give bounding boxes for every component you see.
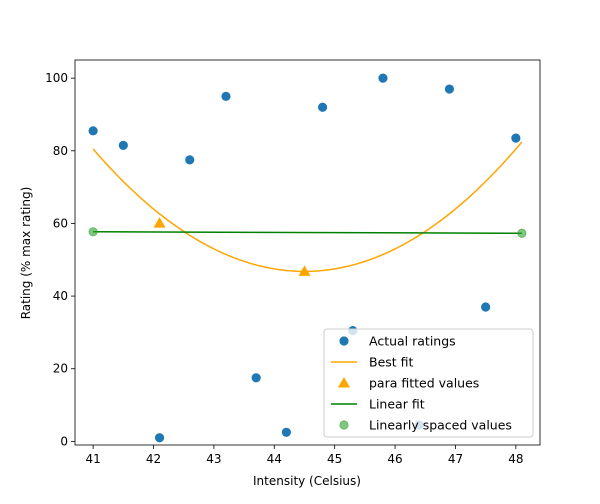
actual-ratings-point-1 bbox=[118, 140, 128, 150]
x-tick-label-46: 46 bbox=[387, 452, 402, 466]
linearly-spaced-values-point-0 bbox=[88, 227, 98, 237]
para-fitted-values-point-1 bbox=[298, 265, 311, 276]
actual-ratings-point-5 bbox=[251, 373, 261, 383]
x-tick-label-42: 42 bbox=[146, 452, 161, 466]
actual-ratings-point-7 bbox=[317, 102, 328, 112]
plot-area bbox=[88, 73, 527, 443]
actual-ratings-point-0 bbox=[88, 126, 98, 136]
actual-ratings-point-12 bbox=[481, 302, 491, 312]
actual-ratings-point-6 bbox=[281, 427, 291, 437]
x-tick-label-47: 47 bbox=[448, 452, 463, 466]
legend-handle-para-fitted-values bbox=[338, 377, 350, 388]
linear-fit-line bbox=[93, 231, 522, 234]
y-axis-label: Rating (% max rating) bbox=[19, 187, 33, 320]
axes: 41 42 43 44 45 46 47 48 0 20 40 60 80 100 bbox=[45, 59, 541, 466]
legend-handle-actual-ratings bbox=[339, 336, 349, 346]
legend-label-linear-fit: Linear fit bbox=[369, 397, 425, 412]
actual-ratings-point-2 bbox=[154, 433, 165, 443]
x-tick-label-41: 41 bbox=[85, 452, 100, 466]
y-tick-label-80: 80 bbox=[53, 144, 68, 158]
y-tick-label-20: 20 bbox=[53, 362, 68, 376]
legend: Actual ratings Best fit para fitted values… bbox=[323, 328, 534, 438]
axes-frame bbox=[74, 59, 541, 446]
actual-ratings-point-4 bbox=[221, 91, 231, 101]
y-tick-label-0: 0 bbox=[60, 434, 68, 448]
linearly-spaced-values-point-1 bbox=[517, 228, 527, 238]
actual-ratings-point-3 bbox=[185, 155, 195, 165]
y-tick-label-100: 100 bbox=[45, 71, 68, 85]
legend-label-best-fit: Best fit bbox=[369, 355, 414, 370]
x-axis-label: Intensity (Celsius) bbox=[253, 474, 361, 488]
x-tick-label-43: 43 bbox=[206, 452, 221, 466]
legend-box bbox=[323, 328, 534, 438]
y-tick-label-40: 40 bbox=[53, 289, 68, 303]
plot-content bbox=[88, 73, 527, 443]
y-tick-label-60: 60 bbox=[53, 216, 68, 230]
actual-ratings-point-13 bbox=[511, 133, 521, 143]
para-fitted-values-point-0 bbox=[153, 217, 166, 228]
x-tick-label-44: 44 bbox=[267, 452, 282, 466]
legend-label-actual-ratings: Actual ratings bbox=[369, 334, 456, 349]
actual-ratings-point-11 bbox=[444, 84, 455, 94]
x-tick-label-45: 45 bbox=[327, 452, 342, 466]
legend-label-para-fitted-values: para fitted values bbox=[369, 376, 479, 391]
actual-ratings-point-9 bbox=[378, 73, 388, 83]
legend-label-linearly-spaced-values: Linearly spaced values bbox=[369, 418, 512, 433]
legend-handle-linearly-spaced-values bbox=[339, 420, 349, 430]
x-tick-label-48: 48 bbox=[508, 452, 523, 466]
